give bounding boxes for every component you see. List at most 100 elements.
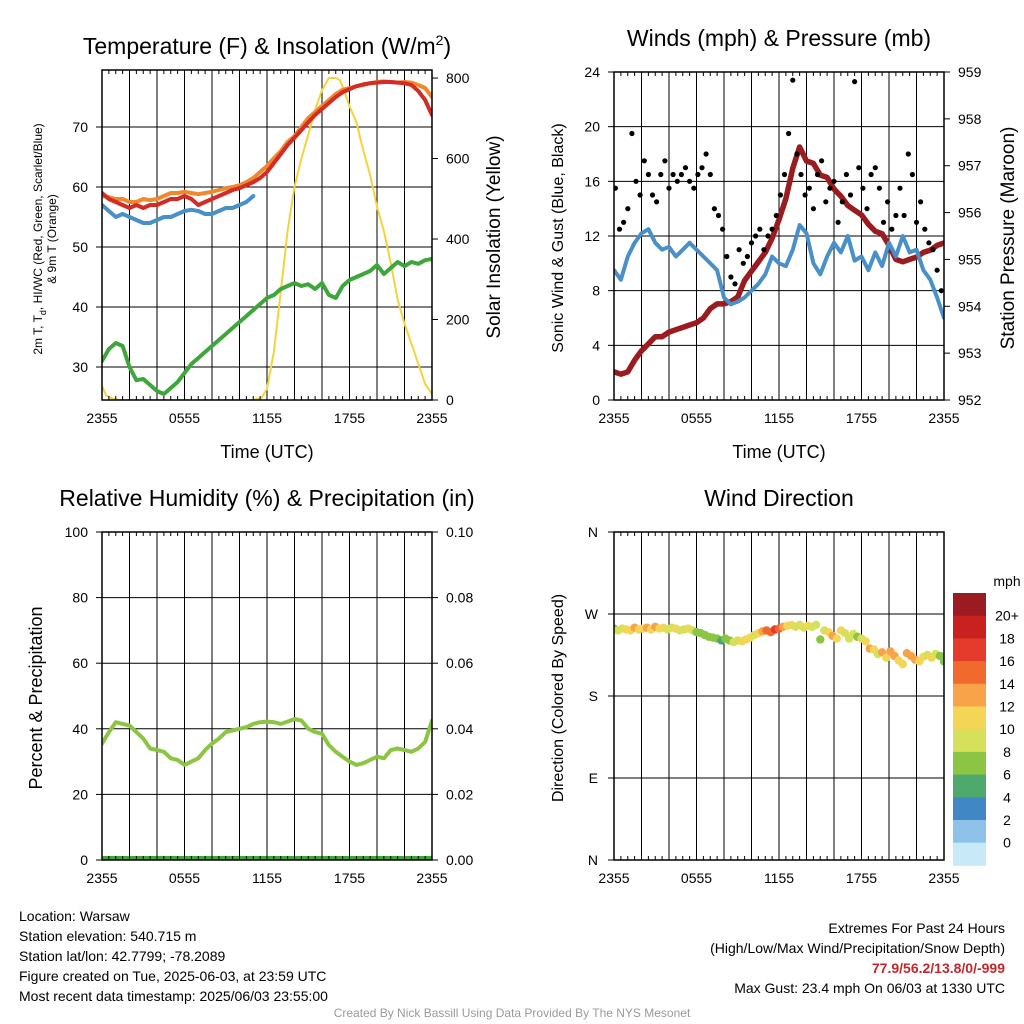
gust-point [757, 226, 763, 232]
y-axis-label-line2: & 9m T (Orange) [45, 194, 59, 284]
gust-point [802, 192, 808, 198]
gust-point [765, 233, 771, 239]
y-tick-label: 16 [584, 173, 600, 189]
gust-point [930, 247, 936, 253]
gust-point [814, 171, 821, 178]
gust-point [901, 212, 907, 219]
y2-tick-label: 952 [958, 392, 982, 408]
wind-direction-point [882, 653, 891, 662]
gust-point [658, 171, 664, 178]
x-tick-label: 2355 [598, 410, 629, 426]
gust-point [777, 192, 784, 198]
title-main: Temperature (F) & Insolation (W/m [83, 33, 436, 59]
y2-tick-label: 800 [446, 70, 470, 86]
panel-title: Temperature (F) & Insolation (W/m2) [83, 32, 451, 59]
recent-data-timestamp: Most recent data timestamp: 2025/06/03 2… [19, 988, 328, 1004]
gust-point [728, 274, 734, 280]
y2-tick-label: 958 [958, 111, 982, 127]
gust-point [645, 171, 652, 178]
legend-swatch [953, 729, 986, 753]
wind-direction-point [939, 657, 944, 666]
gust-point [926, 240, 932, 246]
panel-title: Wind Direction [704, 485, 854, 511]
gust-point [823, 199, 829, 205]
gust-point [637, 192, 643, 198]
gust-point [744, 253, 751, 260]
gust-point [616, 226, 623, 232]
gust-point [773, 212, 779, 219]
gust-point [860, 185, 866, 191]
gust-point [732, 281, 738, 287]
y-tick-label: S [589, 688, 598, 704]
y2-axis-label: Station Pressure (Maroon) [998, 127, 1019, 350]
gust-point [819, 158, 825, 164]
extremes-title: Extremes For Past 24 Hours [828, 920, 1005, 936]
legend-swatch [953, 774, 986, 798]
gust-point [699, 165, 705, 171]
gust-point [711, 206, 718, 212]
y-tick-label: 100 [65, 524, 89, 540]
station-latlon: Station lat/lon: 42.7799; -78.2089 [19, 948, 226, 964]
series-group [614, 77, 944, 377]
legend-label: 16 [999, 653, 1015, 669]
legend-label: 8 [1003, 744, 1011, 760]
legend-swatch [953, 683, 986, 707]
gust-point [934, 267, 940, 273]
gust-point [847, 192, 854, 198]
legend-swatch [953, 638, 986, 662]
figure-created: Figure created on Tue, 2025-06-03, at 23… [19, 968, 327, 984]
y2-tick-label: 200 [446, 312, 470, 328]
y2-tick-label: 0.02 [446, 786, 473, 802]
gust-point [633, 178, 639, 184]
gust-point [790, 77, 796, 83]
legend-label: 20+ [995, 608, 1019, 624]
y2-tick-label: 0.06 [446, 655, 473, 671]
legend-label: 6 [1003, 767, 1011, 783]
x-tick-label: 0555 [169, 870, 200, 886]
gust-point [703, 151, 709, 157]
legend-label: 12 [999, 699, 1015, 715]
y-tick-label: 60 [72, 655, 88, 671]
gust-point [687, 178, 693, 184]
legend-swatch [953, 751, 986, 775]
wind-direction-point [898, 659, 907, 669]
gust-point [872, 165, 878, 171]
y-axis-label: Percent & Precipitation [26, 606, 46, 789]
y-tick-label: 60 [72, 179, 88, 195]
y-tick-label: 80 [72, 590, 88, 606]
gust-point [621, 219, 627, 225]
y-tick-label: 20 [584, 119, 600, 135]
y2-tick-label: 956 [958, 205, 982, 221]
gust-point [707, 171, 713, 178]
series-line [102, 80, 432, 210]
gust-point [629, 130, 635, 137]
gust-point [761, 247, 767, 253]
gust-point [905, 151, 911, 157]
gust-point [843, 171, 850, 178]
gust-point [794, 151, 800, 157]
y2-axis-label: Solar Insolation (Yellow) [484, 135, 505, 338]
x-tick-label: 2355 [928, 410, 959, 426]
x-tick-label: 1755 [846, 870, 877, 886]
series-line [102, 257, 432, 396]
y-tick-label: 12 [584, 228, 600, 244]
legend-swatch [953, 593, 986, 617]
extremes-info: Extremes For Past 24 Hours (High/Low/Max… [710, 918, 1005, 998]
gust-point [654, 199, 660, 205]
temperature-insolation-panel: Temperature (F) & Insolation (W/m2) 2355 0… [31, 32, 505, 462]
wind-direction-point [811, 620, 821, 630]
x-tick-label: 0555 [681, 410, 712, 426]
station-elevation: Station elevation: 540.715 m [19, 928, 197, 944]
series-group [102, 77, 432, 400]
y2-tick-label: 0.08 [446, 590, 473, 606]
station-location: Location: Warsaw [19, 908, 130, 924]
gust-point [909, 171, 916, 178]
gust-point [781, 171, 788, 178]
gust-point [753, 233, 759, 239]
legend-swatch [953, 820, 986, 844]
credit-line: Created By Nick Bassill Using Data Provi… [333, 1006, 691, 1020]
x-tick-label: 2355 [598, 870, 629, 886]
title-close: ) [443, 33, 451, 59]
gust-point [786, 130, 792, 137]
max-gust: Max Gust: 23.4 mph On 06/03 at 1330 UTC [734, 980, 1005, 996]
